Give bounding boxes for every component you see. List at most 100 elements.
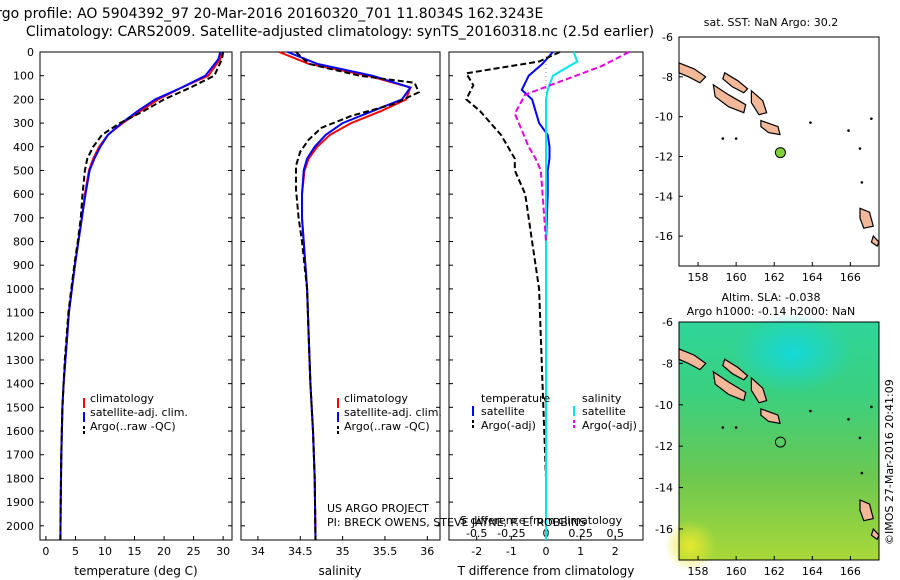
sdiff-xlabel: S difference from climatology xyxy=(460,514,623,527)
x-tick-label: 15 xyxy=(128,545,142,558)
difference-legend: temperature satellite Argo(-adj) salinit… xyxy=(472,392,637,432)
salinity-xlabel: salinity xyxy=(318,564,361,578)
series-temperature-argo-adj- xyxy=(464,51,561,540)
temperature-panel: 0 5 10 15 20 25 300100200300400500600700800900… xyxy=(6,46,232,558)
legend-satellite: satellite-adj. clim. xyxy=(90,406,188,419)
map-y-tick-label: -14 xyxy=(655,482,673,495)
x-tick-label: 30 xyxy=(216,545,230,558)
map-frame xyxy=(678,321,880,561)
pi-credit: PI: BRECK OWENS, STEVE JAYNE, P. E. ROBB… xyxy=(327,516,586,529)
map-y-tick-label: -8 xyxy=(662,71,673,84)
map-y-tick-label: -16 xyxy=(655,523,673,536)
y-tick-label: 200 xyxy=(13,93,34,106)
map-x-tick-label: 164 xyxy=(802,565,823,578)
island xyxy=(859,499,875,522)
legend-s-argo: Argo(-adj) xyxy=(582,419,637,432)
legend-t-argo: Argo(-adj) xyxy=(481,419,536,432)
island xyxy=(750,376,768,404)
chart-title-line2: Climatology: CARS2009. Satellite-adjuste… xyxy=(25,24,655,40)
s-tick-label: -0.5 xyxy=(466,527,487,540)
island xyxy=(760,408,781,425)
y-tick-label: 1800 xyxy=(6,472,34,485)
s-tick-label: 0.5 xyxy=(607,527,625,540)
island xyxy=(712,370,747,402)
islet xyxy=(860,181,864,184)
y-tick-label: 500 xyxy=(13,164,34,177)
islet xyxy=(870,117,873,120)
x-tick-label: 0 xyxy=(42,545,49,558)
island xyxy=(722,71,749,94)
map-y-tick-label: -8 xyxy=(662,357,673,370)
map-frame xyxy=(678,36,880,267)
temperature-panel-frame xyxy=(39,51,233,541)
argo-float-marker xyxy=(774,436,786,448)
y-tick-label: 1900 xyxy=(6,496,34,509)
chart-title-line1: Argo profile: AO 5904392_97 20-Mar-2016 … xyxy=(0,6,544,22)
legend-argo: Argo(..raw -QC) xyxy=(90,420,176,433)
island xyxy=(870,527,880,541)
map-y-tick-label: -6 xyxy=(662,31,673,44)
map-x-tick-label: 160 xyxy=(726,565,747,578)
temperature-legend: climatology satellite-adj. clim. Argo(..… xyxy=(83,392,188,436)
x-tick-label: 36 xyxy=(420,545,434,558)
series-satellite-adj-clim- xyxy=(59,51,222,541)
islet xyxy=(858,147,862,150)
legend-satellite: satellite-adj. clim. xyxy=(344,406,442,419)
map-y-tick-label: -10 xyxy=(655,111,673,124)
y-tick-label: 700 xyxy=(13,212,34,225)
sla-yellow-region xyxy=(664,519,717,572)
y-tick-label: 800 xyxy=(13,236,34,249)
y-tick-label: 1300 xyxy=(6,354,34,367)
y-tick-label: 100 xyxy=(13,70,34,83)
map-y-tick-label: -12 xyxy=(655,440,673,453)
y-tick-label: 1700 xyxy=(6,449,34,462)
sla-map: 158 160 162 164 166 -6 -8 -10 -12 -14 -16 xyxy=(655,313,880,578)
series-argo-raw-qc- xyxy=(295,51,421,541)
x-tick-label: 5 xyxy=(72,545,79,558)
salinity-panel-frame xyxy=(240,51,441,541)
s-tick-label: 0.25 xyxy=(568,527,593,540)
y-tick-label: 600 xyxy=(13,188,34,201)
imos-timestamp: ©IMOS 27-Mar-2016 20:41:09 xyxy=(883,379,896,545)
island xyxy=(859,207,875,229)
sla-map-title-line2: Argo h1000: -0.14 h2000: NaN xyxy=(687,305,856,318)
x-tick-label: 2 xyxy=(612,545,619,558)
legend-salinity-heading: salinity xyxy=(582,392,622,405)
x-tick-label: 10 xyxy=(98,545,112,558)
map-y-tick-label: -14 xyxy=(655,190,673,203)
islet xyxy=(809,121,812,124)
sla-high-region xyxy=(733,313,854,394)
map-y-tick-label: -10 xyxy=(655,399,673,412)
map-x-tick-label: 158 xyxy=(688,271,709,284)
y-tick-label: 400 xyxy=(13,141,34,154)
island xyxy=(870,234,880,247)
y-tick-label: 1400 xyxy=(6,378,34,391)
map-y-tick-label: -6 xyxy=(662,316,673,329)
map-x-tick-label: 160 xyxy=(726,271,747,284)
salinity-legend: climatology satellite-adj. clim. Argo(..… xyxy=(337,392,442,436)
legend-s-satellite: satellite xyxy=(582,405,626,418)
y-tick-label: 1600 xyxy=(6,425,34,438)
x-tick-label: 35.5 xyxy=(373,545,398,558)
y-tick-label: 0 xyxy=(27,46,34,59)
islet xyxy=(721,137,725,140)
islet xyxy=(870,405,873,409)
x-tick-label: 1 xyxy=(577,545,584,558)
islet xyxy=(847,129,850,132)
islet xyxy=(860,471,864,475)
islet xyxy=(734,426,738,429)
map-x-tick-label: 164 xyxy=(802,271,823,284)
y-tick-label: 1200 xyxy=(6,330,34,343)
islet xyxy=(858,436,862,440)
map-x-tick-label: 162 xyxy=(764,565,785,578)
map-x-tick-label: 166 xyxy=(840,565,861,578)
island xyxy=(750,89,768,116)
sst-map-title: sat. SST: NaN Argo: 30.2 xyxy=(704,16,838,29)
x-tick-label: 34 xyxy=(251,545,265,558)
map-x-tick-label: 162 xyxy=(764,271,785,284)
island xyxy=(712,83,747,114)
x-tick-label: -2 xyxy=(471,545,482,558)
map-x-tick-label: 166 xyxy=(840,271,861,284)
map-x-tick-label: 158 xyxy=(688,565,709,578)
